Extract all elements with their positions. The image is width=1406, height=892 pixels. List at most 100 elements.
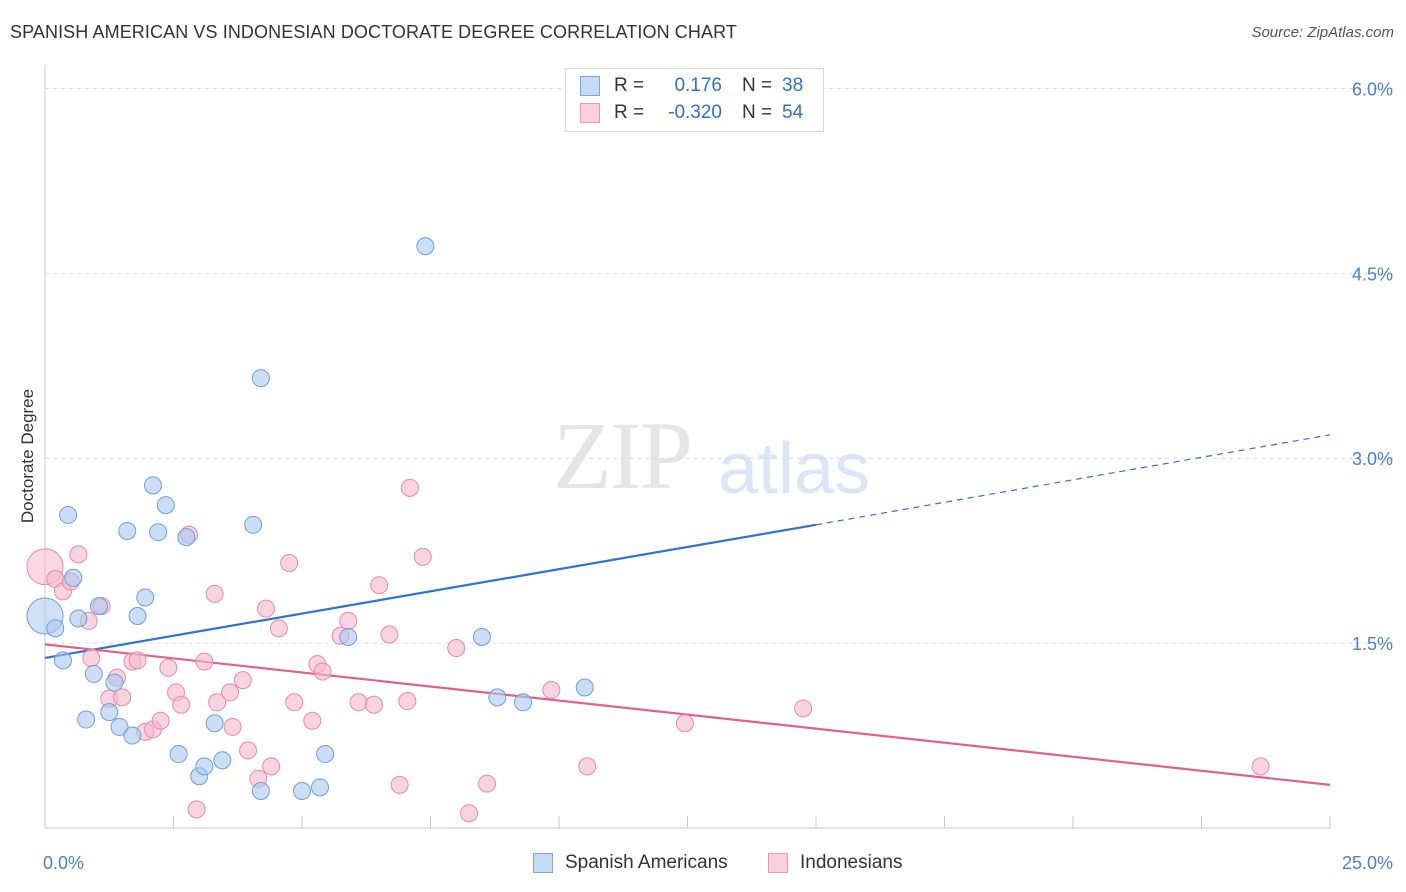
point-indonesian [187,800,206,819]
point-spanish-american [105,673,124,692]
point-spanish-american [488,688,507,707]
y-tick-label: 6.0% [1352,79,1393,99]
legend-r-value: 0.176 [674,75,722,96]
point-spanish-american [310,778,329,797]
trend-lines [44,434,1331,786]
legend-swatch-indonesians [580,103,600,123]
legend-label-spanish-americans: Spanish Americans [565,852,728,873]
watermark-atlas: atlas [718,429,871,509]
point-spanish-american [136,588,155,607]
point-indonesian [69,545,88,564]
point-indonesian [172,695,191,714]
trend-line-spanish-americans [44,523,817,659]
x-tick-label: 0.0% [43,853,84,873]
tick-labels: 1.5% 3.0% 4.5% 6.0% 0.0% 25.0% [43,79,1393,873]
series-legend: Spanish Americans Indonesians [0,852,1406,878]
x-tick-label: 25.0% [1342,853,1393,873]
watermark-zip: ZIP [553,402,693,509]
axes [44,65,1331,829]
point-spanish-american [118,521,137,540]
y-tick-label: 3.0% [1352,449,1393,469]
point-spanish-american [205,714,224,733]
point-indonesian [285,693,304,712]
point-indonesian [1251,757,1270,776]
point-indonesian [159,658,178,677]
point-spanish-american [339,627,358,646]
point-spanish-american [416,237,435,256]
point-spanish-american [128,607,147,626]
point-spanish-american [169,745,188,764]
point-spanish-american [46,619,65,638]
point-indonesian [460,804,479,823]
legend-r-label: R = [614,102,645,123]
point-spanish-american [89,597,108,616]
point-spanish-american [100,703,119,722]
y-tick-label: 1.5% [1352,634,1393,654]
point-indonesian [223,717,242,736]
legend-n-label: N = [742,102,773,123]
point-indonesian [380,625,399,644]
point-indonesian [208,693,227,712]
point-indonesian [195,652,214,671]
legend-item-spanish-americans[interactable]: Spanish Americans [533,852,728,874]
legend-swatch-spanish-americans [580,76,600,96]
legend-n-value: 38 [782,75,804,96]
point-indonesian [400,478,419,497]
trend-line-indonesians [44,643,1331,786]
point-spanish-american [316,745,335,764]
point-spanish-american [84,664,103,683]
point-indonesian [233,671,252,690]
point-indonesian [398,692,417,711]
point-indonesian [221,683,240,702]
point-indonesian [280,554,299,573]
point-indonesian [794,699,813,718]
point-spanish-american [177,528,196,547]
point-indonesian [257,599,276,618]
point-indonesian [303,711,322,730]
legend-label-indonesians: Indonesians [800,852,903,873]
point-indonesian [128,651,147,670]
point-indonesian [269,619,288,638]
legend-n-value: 54 [782,102,804,123]
point-spanish-american [251,782,270,801]
correlation-legend: R = 0.176 N = 38 R = -0.320 N = 54 [565,68,824,132]
point-spanish-american [244,515,263,534]
legend-row-spanish-americans: R = 0.176 N = 38 [580,73,803,99]
legend-swatch-spanish-americans [533,853,553,873]
point-indonesian [675,714,694,733]
point-spanish-american [64,568,83,587]
data-points [26,95,1270,823]
trend-line-extension [815,434,1331,526]
point-indonesian [578,757,597,776]
point-indonesian [113,688,132,707]
point-spanish-american [575,678,594,697]
point-spanish-american [293,782,311,801]
y-tick-label: 4.5% [1352,264,1393,284]
point-spanish-american [143,476,162,495]
point-indonesian [151,711,170,730]
point-indonesian [339,611,358,630]
point-spanish-american [213,751,232,770]
point-spanish-american [472,627,491,646]
legend-r-label: R = [614,75,645,96]
point-indonesian [364,695,383,714]
legend-row-indonesians: R = -0.320 N = 54 [580,100,803,126]
point-indonesian [349,693,368,712]
point-indonesian [478,774,497,793]
point-indonesian [205,584,224,603]
point-spanish-american [53,651,72,670]
legend-swatch-indonesians [768,853,788,873]
legend-r-value: -0.320 [668,102,722,123]
point-spanish-american [156,496,175,515]
legend-item-indonesians[interactable]: Indonesians [768,852,902,874]
point-indonesian [82,648,101,667]
point-spanish-american [149,523,168,542]
gridlines [45,87,1395,644]
chart-source: Source: ZipAtlas.com [1251,24,1394,41]
point-spanish-american [514,693,533,712]
point-indonesian [313,662,332,681]
point-spanish-american [251,369,270,388]
point-spanish-american [77,710,96,729]
point-spanish-american [69,609,88,628]
